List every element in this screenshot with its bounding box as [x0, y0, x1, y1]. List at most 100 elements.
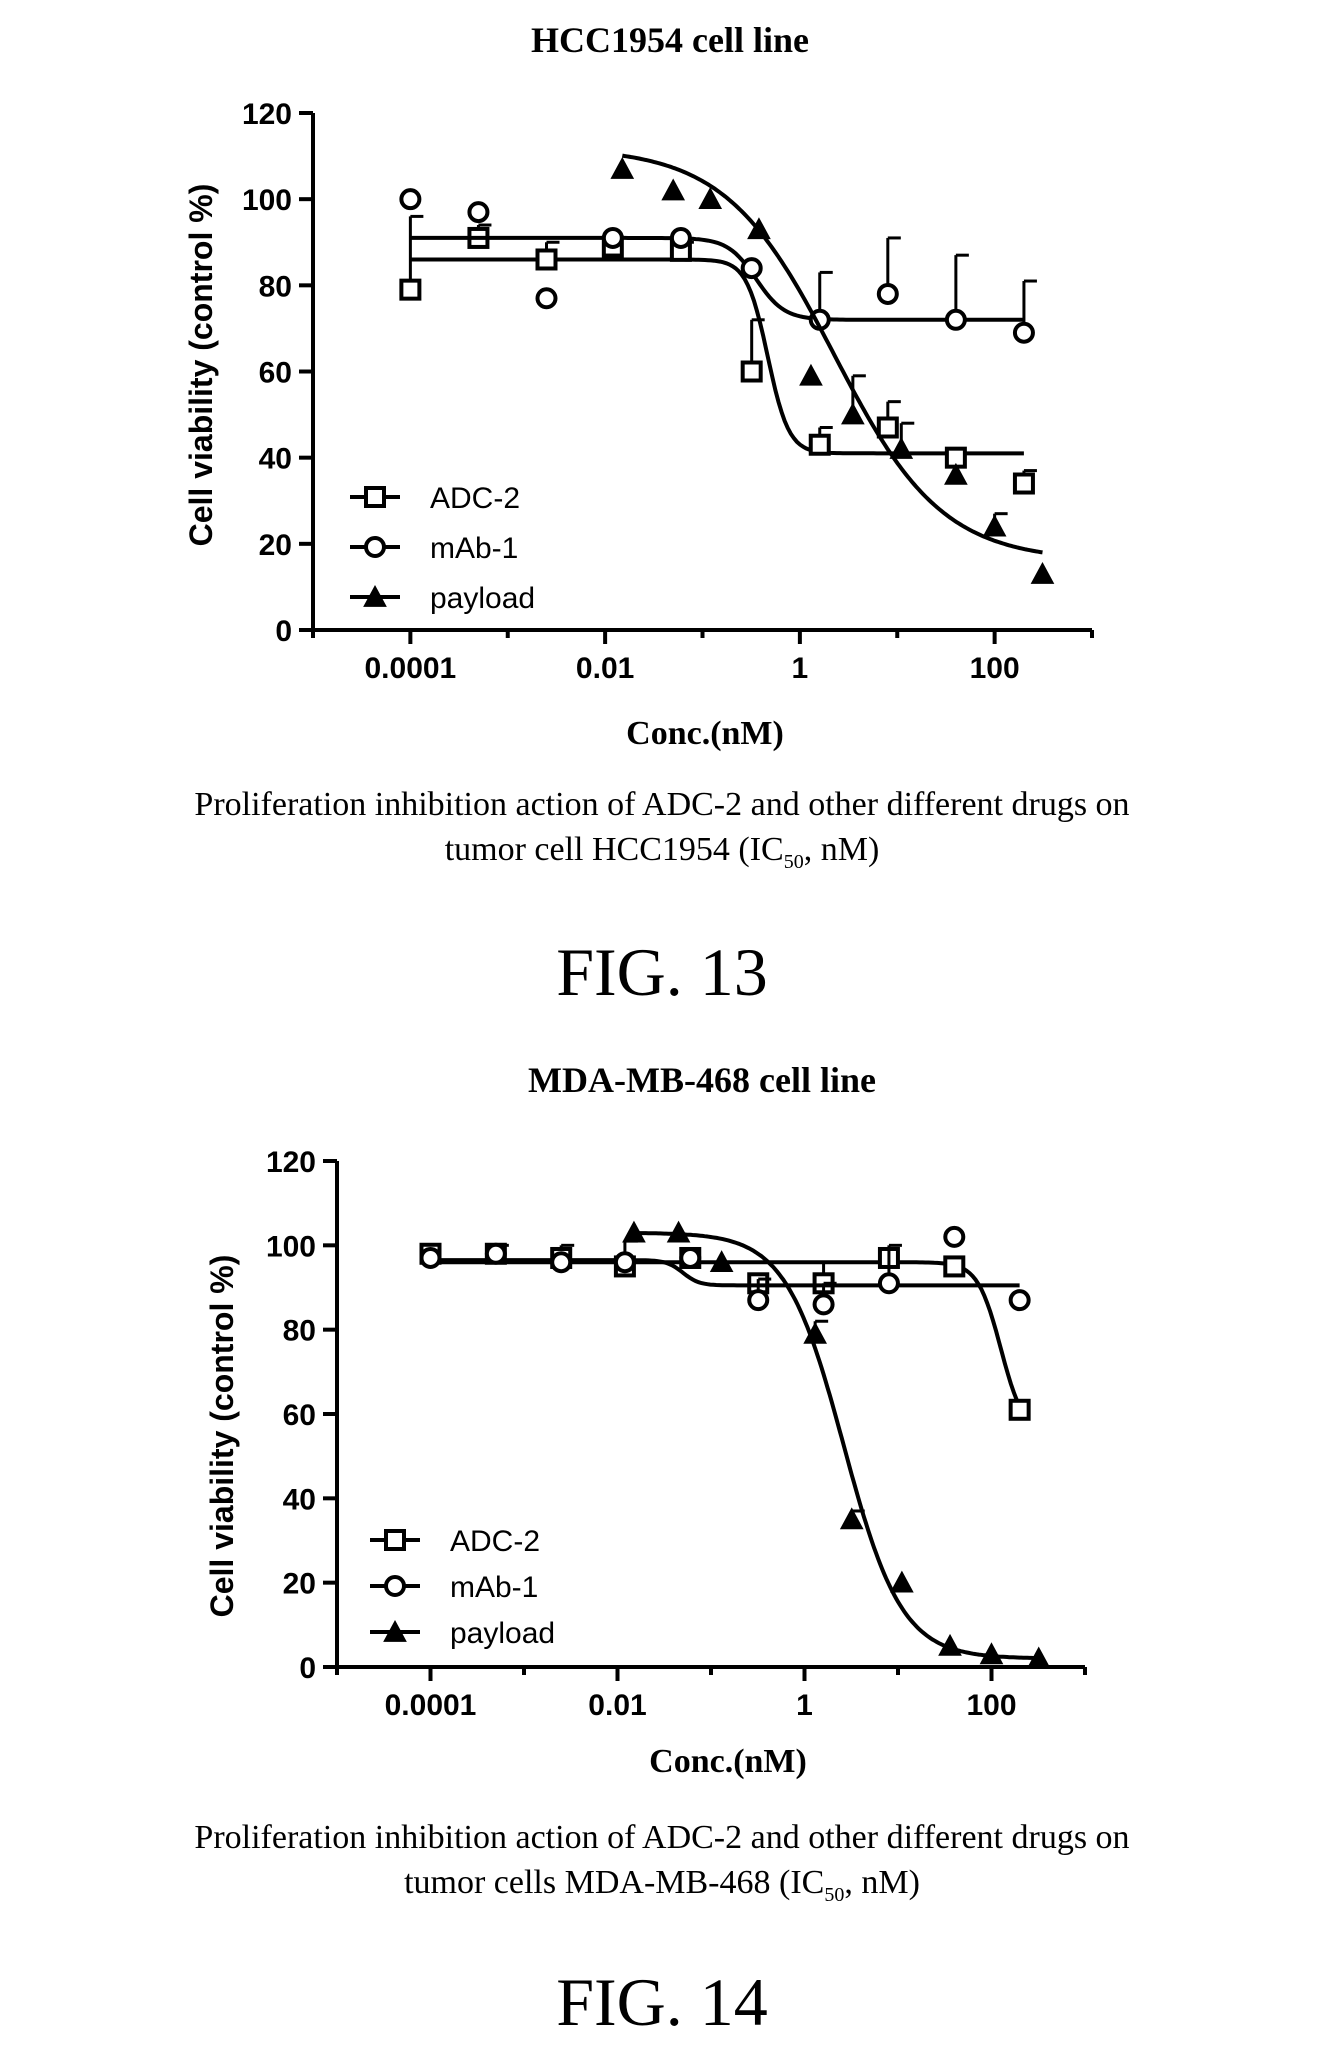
fit-curve: [430, 1258, 1020, 1288]
legend-entry: payload: [370, 1617, 555, 1650]
chart-mda-mb-468: MDA-MB-468 cell line 0 20 40 60 80 100 120 0.00…: [194, 1060, 1129, 2040]
y-tick-label: 40: [283, 1483, 316, 1516]
y-tick-label: 120: [242, 98, 292, 131]
data-point: [467, 201, 490, 224]
data-point: [1012, 472, 1035, 495]
data-point: [1030, 561, 1055, 584]
data-point: [669, 226, 692, 249]
data-point: [613, 1251, 636, 1274]
x-tick-label: 0.01: [588, 1689, 646, 1722]
legend-marker: [364, 486, 386, 508]
data-point: [419, 1246, 442, 1269]
legend-marker: [384, 1529, 406, 1551]
caption-line-1: Proliferation inhibition action of ADC-2…: [194, 786, 1129, 823]
legend-label: ADC-2: [430, 482, 520, 515]
legend-marker: [364, 536, 386, 558]
caption-line-2: tumor cells MDA-MB-468 (IC50, nM): [404, 1864, 920, 1906]
series-adc-2: [399, 214, 1037, 495]
data-point: [876, 282, 899, 305]
data-point: [747, 217, 771, 240]
data-point: [399, 188, 422, 211]
legend-marker: [363, 584, 387, 607]
legend-marker: [383, 1619, 407, 1642]
legend-marker: [384, 1575, 406, 1597]
data-point: [1008, 1398, 1031, 1421]
data-point: [803, 1321, 827, 1344]
data-point: [841, 402, 865, 425]
y-tick-label: 80: [283, 1315, 316, 1348]
x-tick-label: 0.0001: [385, 1689, 477, 1722]
caption-line-1: Proliferation inhibition action of ADC-2…: [194, 1819, 1129, 1856]
x-tick-label: 100: [970, 652, 1020, 685]
data-point: [876, 416, 899, 439]
legend-entry: ADC-2: [350, 482, 520, 515]
series-payload: [610, 153, 1055, 584]
legend-label: mAb-1: [450, 1571, 538, 1604]
data-point: [747, 1289, 770, 1312]
data-point: [484, 1242, 507, 1265]
chart-hcc1954: HCC1954 cell line 0 20 40 60 80 100 120 0.0001 0…: [183, 20, 1130, 1010]
y-tick-label: 0: [275, 615, 292, 648]
y-tick-label: 20: [259, 529, 292, 562]
x-axis-label: Conc.(nM): [649, 1743, 807, 1780]
x-axis-label: Conc.(nM): [626, 715, 784, 752]
y-tick-label: 80: [259, 270, 292, 303]
data-point: [938, 1633, 962, 1656]
data-point: [812, 1293, 835, 1316]
data-point: [1008, 1289, 1031, 1312]
data-point: [601, 226, 624, 249]
series-payload: [622, 1220, 1051, 1669]
data-point: [740, 360, 763, 383]
data-point: [1012, 321, 1035, 344]
fit-curve: [621, 153, 1043, 555]
data-point: [709, 1250, 734, 1273]
figure-label: FIG. 13: [556, 934, 768, 1010]
y-tick-label: 100: [242, 184, 292, 217]
legend-label: payload: [430, 582, 535, 615]
figure-13: HCC1954 cell line 0 20 40 60 80 100 120 0.0001 0…: [0, 0, 1339, 1030]
x-tick-label: 0.01: [576, 652, 634, 685]
y-axis-label: Cell viability (control %): [204, 1255, 240, 1618]
fit-curve: [410, 235, 1024, 322]
caption-line-2: tumor cell HCC1954 (IC50, nM): [445, 831, 880, 873]
legend-entry: ADC-2: [370, 1525, 540, 1558]
data-point: [839, 1507, 864, 1530]
data-point: [740, 257, 763, 280]
legend-entry: mAb-1: [350, 532, 518, 565]
data-point: [944, 462, 968, 485]
data-point: [799, 363, 823, 386]
y-tick-label: 100: [266, 1230, 316, 1263]
data-point: [679, 1246, 702, 1269]
fit-curve: [634, 1231, 1038, 1660]
series-mab-1: [419, 1225, 1031, 1316]
y-axis-label: Cell viability (control %): [183, 184, 219, 547]
x-tick-label: 1: [792, 652, 809, 685]
fit-curve: [410, 257, 1024, 456]
data-point: [808, 433, 831, 456]
data-point: [982, 514, 1007, 537]
data-point: [535, 248, 558, 271]
chart-title: MDA-MB-468 cell line: [528, 1060, 876, 1100]
data-point: [535, 287, 558, 310]
y-tick-label: 40: [259, 443, 292, 476]
legend-entry: payload: [350, 582, 535, 615]
x-tick-label: 100: [966, 1689, 1016, 1722]
data-point: [943, 1225, 966, 1248]
chart-title: HCC1954 cell line: [531, 20, 809, 60]
figure-label: FIG. 14: [556, 1964, 768, 2040]
y-tick-label: 60: [259, 357, 292, 390]
y-tick-label: 0: [299, 1652, 316, 1685]
figure-14: MDA-MB-468 cell line 0 20 40 60 80 100 120 0.00…: [0, 1030, 1339, 2061]
legend-label: mAb-1: [430, 532, 518, 565]
data-point: [399, 278, 422, 301]
y-tick-label: 120: [266, 1146, 316, 1179]
legend-entry: mAb-1: [370, 1571, 538, 1604]
data-point: [622, 1220, 646, 1243]
data-point: [1026, 1646, 1051, 1669]
y-tick-label: 60: [283, 1399, 316, 1432]
data-point: [698, 187, 723, 210]
data-point: [550, 1251, 573, 1274]
legend-label: payload: [450, 1617, 555, 1650]
data-point: [889, 436, 914, 459]
y-tick-label: 20: [283, 1568, 316, 1601]
